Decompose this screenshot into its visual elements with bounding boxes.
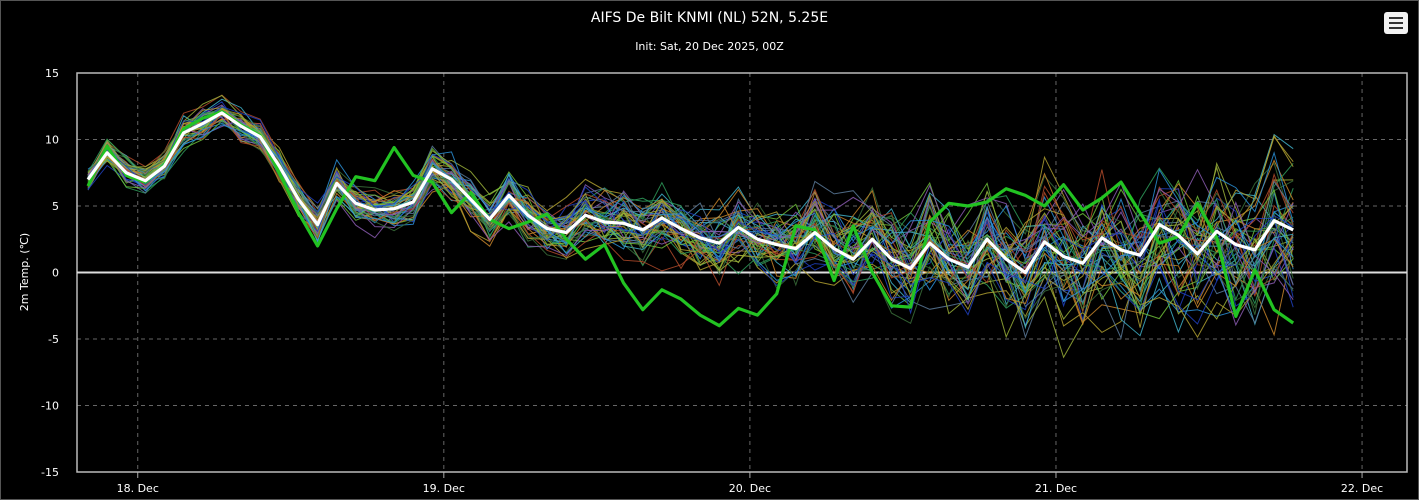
x-tick-label: 19. Dec bbox=[423, 482, 465, 495]
y-tick-label: 5 bbox=[52, 200, 59, 213]
x-tick-label: 20. Dec bbox=[729, 482, 771, 495]
ensemble-member-line bbox=[87, 111, 1294, 320]
y-tick-label: 15 bbox=[45, 67, 59, 80]
ensemble-members bbox=[87, 94, 1294, 359]
series-lines bbox=[86, 109, 1295, 328]
x-tick-label: 21. Dec bbox=[1035, 482, 1077, 495]
control-line bbox=[86, 109, 1295, 328]
ensemble-member-line bbox=[87, 112, 1294, 318]
ensemble-member-line bbox=[87, 106, 1294, 316]
chart-subtitle: Init: Sat, 20 Dec 2025, 00Z bbox=[635, 40, 784, 53]
x-tick-label: 22. Dec bbox=[1341, 482, 1383, 495]
y-tick-label: -5 bbox=[48, 333, 59, 346]
chart-title: AIFS De Bilt KNMI (NL) 52N, 5.25E bbox=[590, 10, 829, 26]
y-tick-label: 10 bbox=[45, 134, 59, 147]
y-tick-label: -10 bbox=[41, 400, 59, 413]
hamburger-menu-icon[interactable] bbox=[1384, 12, 1408, 34]
mean-line bbox=[86, 111, 1294, 275]
y-tick-label: 0 bbox=[52, 267, 59, 280]
y-axis-label: 2m Temp. (℃) bbox=[18, 233, 31, 311]
y-tick-label: -15 bbox=[41, 466, 59, 479]
ensemble-member-line bbox=[87, 94, 1294, 339]
ensemble-member-line bbox=[87, 107, 1294, 300]
axes: 15 10 5 0 -5 -10 -15 18. Dec 19. Dec 20. Dec 21. D… bbox=[41, 67, 1408, 495]
ensemble-member-line bbox=[87, 124, 1294, 303]
x-tick-label: 18. Dec bbox=[117, 482, 159, 495]
